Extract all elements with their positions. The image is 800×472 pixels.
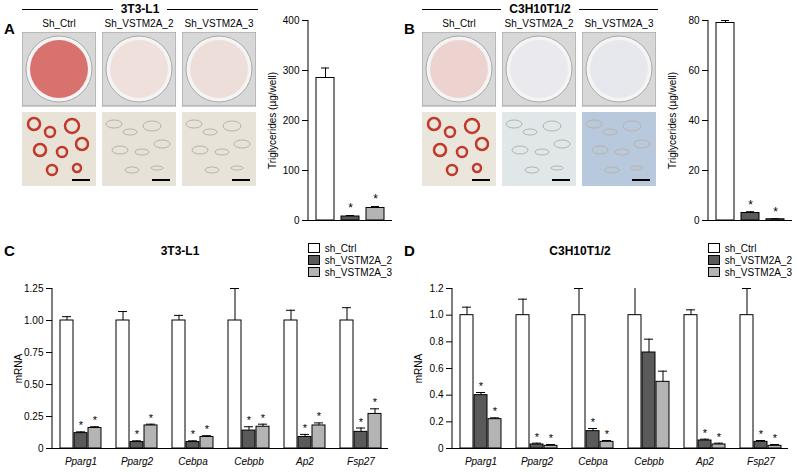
- html-text:C: C: [4, 242, 15, 259]
- svg-text:0.2: 0.2: [430, 416, 444, 427]
- svg-text:*: *: [79, 419, 84, 431]
- svg-text:20: 20: [688, 165, 700, 176]
- svg-text:*: *: [135, 428, 140, 440]
- svg-text:0.8: 0.8: [430, 336, 444, 347]
- html-text:sh_Ctrl: sh_Ctrl: [724, 242, 757, 254]
- html-text:B: B: [404, 20, 415, 37]
- html-text:3T3-L1: 3T3-L1: [120, 2, 160, 16]
- svg-text:Cebpb: Cebpb: [234, 456, 264, 467]
- svg-text:Ap2: Ap2: [295, 456, 314, 467]
- html-text:A: A: [4, 20, 15, 37]
- svg-text:*: *: [549, 432, 554, 444]
- svg-text:*: *: [373, 192, 378, 206]
- html-text:Sh_VSTM2A_2: Sh_VSTM2A_2: [504, 18, 574, 29]
- svg-text:*: *: [317, 410, 322, 422]
- svg-text:Fsp27: Fsp27: [347, 456, 375, 467]
- svg-text:*: *: [261, 412, 266, 424]
- html-text:sh_VSTM2A_3: sh_VSTM2A_3: [724, 266, 792, 278]
- svg-text:mRNA: mRNA: [413, 353, 424, 383]
- svg-text:Fsp27: Fsp27: [747, 456, 775, 467]
- svg-text:*: *: [605, 428, 610, 440]
- svg-text:*: *: [479, 380, 484, 392]
- html-text:C3H10T1/2: C3H10T1/2: [509, 2, 571, 16]
- svg-text:*: *: [348, 201, 353, 215]
- svg-text:*: *: [703, 427, 708, 439]
- html-text:sh_VSTM2A_3: sh_VSTM2A_3: [324, 266, 392, 278]
- svg-text:*: *: [205, 423, 210, 435]
- svg-text:1.0: 1.0: [430, 309, 444, 320]
- svg-text:*: *: [303, 422, 308, 434]
- svg-text:mRNA: mRNA: [13, 353, 24, 383]
- svg-text:300: 300: [283, 65, 300, 76]
- svg-text:*: *: [359, 416, 364, 428]
- svg-text:1.25: 1.25: [24, 283, 44, 294]
- svg-text:60: 60: [688, 65, 700, 76]
- html-text:Sh_VSTM2A_3: Sh_VSTM2A_3: [184, 18, 254, 29]
- svg-text:1.00: 1.00: [24, 315, 44, 326]
- svg-text:*: *: [759, 428, 764, 440]
- svg-text:0: 0: [694, 215, 700, 226]
- html-text:3T3-L1: 3T3-L1: [160, 244, 200, 258]
- svg-text:Pparg1: Pparg1: [65, 456, 97, 467]
- svg-text:Triglycerides (µg/well): Triglycerides (µg/well): [267, 72, 278, 169]
- html-text:sh_VSTM2A_2: sh_VSTM2A_2: [724, 254, 792, 266]
- svg-text:0.75: 0.75: [24, 347, 44, 358]
- svg-text:*: *: [373, 396, 378, 408]
- svg-text:0: 0: [38, 443, 44, 454]
- svg-text:Pparg2: Pparg2: [521, 456, 554, 467]
- html-text:Sh_VSTM2A_2: Sh_VSTM2A_2: [104, 18, 174, 29]
- svg-text:*: *: [247, 414, 252, 426]
- html-text:C3H10T1/2: C3H10T1/2: [549, 244, 611, 258]
- svg-text:*: *: [748, 198, 753, 212]
- svg-text:*: *: [191, 428, 196, 440]
- svg-text:*: *: [773, 432, 778, 444]
- svg-text:100: 100: [283, 165, 300, 176]
- svg-text:*: *: [591, 416, 596, 428]
- svg-text:400: 400: [283, 15, 300, 26]
- svg-text:Pparg1: Pparg1: [465, 456, 497, 467]
- svg-text:*: *: [717, 431, 722, 443]
- html-text:Sh_VSTM2A_3: Sh_VSTM2A_3: [584, 18, 654, 29]
- svg-text:80: 80: [688, 15, 700, 26]
- svg-text:Cebpa: Cebpa: [178, 456, 208, 467]
- svg-text:*: *: [93, 414, 98, 426]
- svg-text:0: 0: [438, 443, 444, 454]
- svg-text:*: *: [535, 431, 540, 443]
- svg-text:0.4: 0.4: [430, 389, 444, 400]
- svg-text:0.25: 0.25: [24, 411, 44, 422]
- html-text:D: D: [404, 242, 415, 259]
- svg-text:Cebpb: Cebpb: [634, 456, 664, 467]
- svg-text:Cebpa: Cebpa: [578, 456, 608, 467]
- svg-text:0: 0: [294, 215, 300, 226]
- svg-text:200: 200: [283, 115, 300, 126]
- html-text:sh_Ctrl: sh_Ctrl: [324, 242, 357, 254]
- svg-text:Ap2: Ap2: [695, 456, 714, 467]
- svg-text:Pparg2: Pparg2: [121, 456, 154, 467]
- svg-text:1.2: 1.2: [430, 283, 444, 294]
- svg-text:*: *: [773, 205, 778, 219]
- svg-text:40: 40: [688, 115, 700, 126]
- svg-text:0.50: 0.50: [24, 379, 44, 390]
- svg-text:*: *: [493, 405, 498, 417]
- svg-text:*: *: [149, 412, 154, 424]
- html-text:sh_VSTM2A_2: sh_VSTM2A_2: [324, 254, 392, 266]
- html-text:Sh_Ctrl: Sh_Ctrl: [42, 18, 76, 29]
- svg-text:0.6: 0.6: [430, 363, 444, 374]
- html-text:Sh_Ctrl: Sh_Ctrl: [442, 18, 476, 29]
- svg-text:Triglycerides (µg/well): Triglycerides (µg/well): [667, 72, 678, 169]
